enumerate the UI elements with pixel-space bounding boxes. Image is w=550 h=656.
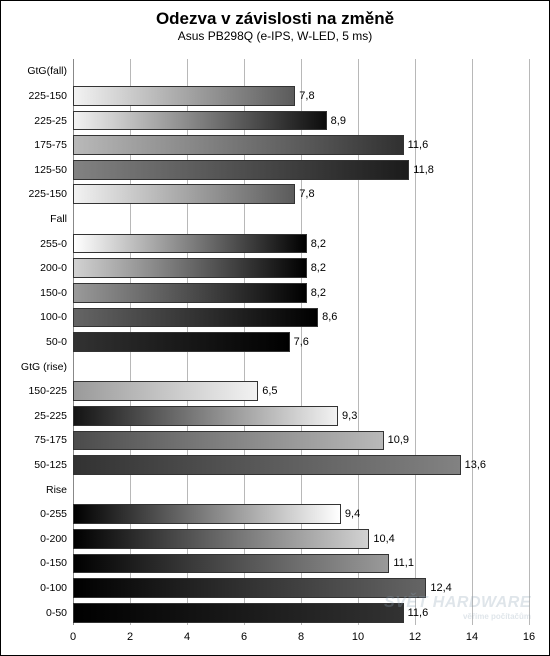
bar-value: 8,2 xyxy=(307,262,326,274)
y-label: 25-225 xyxy=(34,411,73,422)
chart-title: Odezva v závislosti na změně xyxy=(1,1,549,29)
y-label: 0-50 xyxy=(46,607,73,618)
section-row: Rise xyxy=(73,477,529,502)
bar xyxy=(73,578,426,598)
y-label: 225-25 xyxy=(34,115,73,126)
bar-value: 12,4 xyxy=(426,582,451,594)
section-label: Rise xyxy=(46,484,73,495)
bar xyxy=(73,332,290,352)
bar-row: 125-5011,8 xyxy=(73,157,529,182)
bar xyxy=(73,160,409,180)
bar-value: 7,8 xyxy=(295,90,314,102)
bar-row: 0-15011,1 xyxy=(73,551,529,576)
y-label: 0-100 xyxy=(40,583,73,594)
x-tick: 0 xyxy=(70,631,76,643)
bar-value: 8,2 xyxy=(307,287,326,299)
y-label: 0-150 xyxy=(40,558,73,569)
section-label: GtG(fall) xyxy=(27,66,73,77)
y-label: 150-0 xyxy=(40,288,73,299)
bar-value: 11,6 xyxy=(404,139,429,151)
y-label: 150-225 xyxy=(28,386,73,397)
bar-value: 7,8 xyxy=(295,188,314,200)
bar-row: 225-1507,8 xyxy=(73,84,529,109)
y-label: 125-50 xyxy=(34,164,73,175)
gridline xyxy=(529,59,530,625)
x-tick: 6 xyxy=(241,631,247,643)
bar xyxy=(73,135,404,155)
section-label: GtG (rise) xyxy=(21,361,73,372)
bar-value: 10,4 xyxy=(369,533,394,545)
chart-subtitle: Asus PB298Q (e-IPS, W-LED, 5 ms) xyxy=(1,29,549,43)
bar-value: 8,2 xyxy=(307,238,326,250)
bar-value: 11,1 xyxy=(389,557,414,569)
bar xyxy=(73,283,307,303)
section-row: GtG (rise) xyxy=(73,354,529,379)
bar-value: 13,6 xyxy=(461,459,486,471)
bar xyxy=(73,603,404,623)
bar xyxy=(73,431,384,451)
bar xyxy=(73,184,295,204)
y-label: 50-0 xyxy=(46,337,73,348)
y-label: 225-150 xyxy=(28,189,73,200)
bar-row: 255-08,2 xyxy=(73,231,529,256)
y-label: 100-0 xyxy=(40,312,73,323)
bar xyxy=(73,381,258,401)
y-label: 75-175 xyxy=(34,435,73,446)
y-label: 255-0 xyxy=(40,238,73,249)
bar xyxy=(73,258,307,278)
bar-row: 200-08,2 xyxy=(73,256,529,281)
x-tick: 2 xyxy=(127,631,133,643)
bar xyxy=(73,455,461,475)
bar-row: 150-08,2 xyxy=(73,280,529,305)
y-label: 0-255 xyxy=(40,509,73,520)
y-label: 175-75 xyxy=(34,140,73,151)
section-row: Fall xyxy=(73,207,529,232)
bar xyxy=(73,504,341,524)
bar-value: 9,3 xyxy=(338,410,357,422)
bar-row: 175-7511,6 xyxy=(73,133,529,158)
bar xyxy=(73,308,318,328)
bar-row: 50-12513,6 xyxy=(73,453,529,478)
bar-row: 25-2259,3 xyxy=(73,404,529,429)
bar-row: 50-07,6 xyxy=(73,330,529,355)
y-label: 200-0 xyxy=(40,263,73,274)
bar-row: 0-5011,6 xyxy=(73,600,529,625)
bar-row: 75-17510,9 xyxy=(73,428,529,453)
bar xyxy=(73,529,369,549)
x-tick: 16 xyxy=(523,631,535,643)
bar-value: 6,5 xyxy=(258,385,277,397)
bar-row: 225-1507,8 xyxy=(73,182,529,207)
bar-value: 11,6 xyxy=(404,607,429,619)
bar-row: 0-20010,4 xyxy=(73,527,529,552)
x-tick: 4 xyxy=(184,631,190,643)
x-tick: 12 xyxy=(409,631,421,643)
y-label: 225-150 xyxy=(28,91,73,102)
bar xyxy=(73,554,389,574)
bar-row: 0-10012,4 xyxy=(73,576,529,601)
bar-row: 0-2559,4 xyxy=(73,502,529,527)
bar-row: 225-258,9 xyxy=(73,108,529,133)
y-label: 50-125 xyxy=(34,460,73,471)
bar-row: 100-08,6 xyxy=(73,305,529,330)
plot-area: 0246810121416GtG(fall)225-1507,8225-258,… xyxy=(73,59,529,625)
bar xyxy=(73,234,307,254)
section-row: GtG(fall) xyxy=(73,59,529,84)
bar-value: 8,6 xyxy=(318,311,337,323)
chart-container: Odezva v závislosti na změně Asus PB298Q… xyxy=(0,0,550,656)
bar xyxy=(73,111,327,131)
bar xyxy=(73,406,338,426)
bar-value: 8,9 xyxy=(327,115,346,127)
y-label: 0-200 xyxy=(40,534,73,545)
x-tick: 10 xyxy=(352,631,364,643)
bar-value: 11,8 xyxy=(409,164,434,176)
x-tick: 14 xyxy=(466,631,478,643)
bar-value: 7,6 xyxy=(290,336,309,348)
bar-value: 10,9 xyxy=(384,434,409,446)
bar-row: 150-2256,5 xyxy=(73,379,529,404)
bar xyxy=(73,86,295,106)
section-label: Fall xyxy=(50,214,73,225)
x-tick: 8 xyxy=(298,631,304,643)
bar-value: 9,4 xyxy=(341,508,360,520)
